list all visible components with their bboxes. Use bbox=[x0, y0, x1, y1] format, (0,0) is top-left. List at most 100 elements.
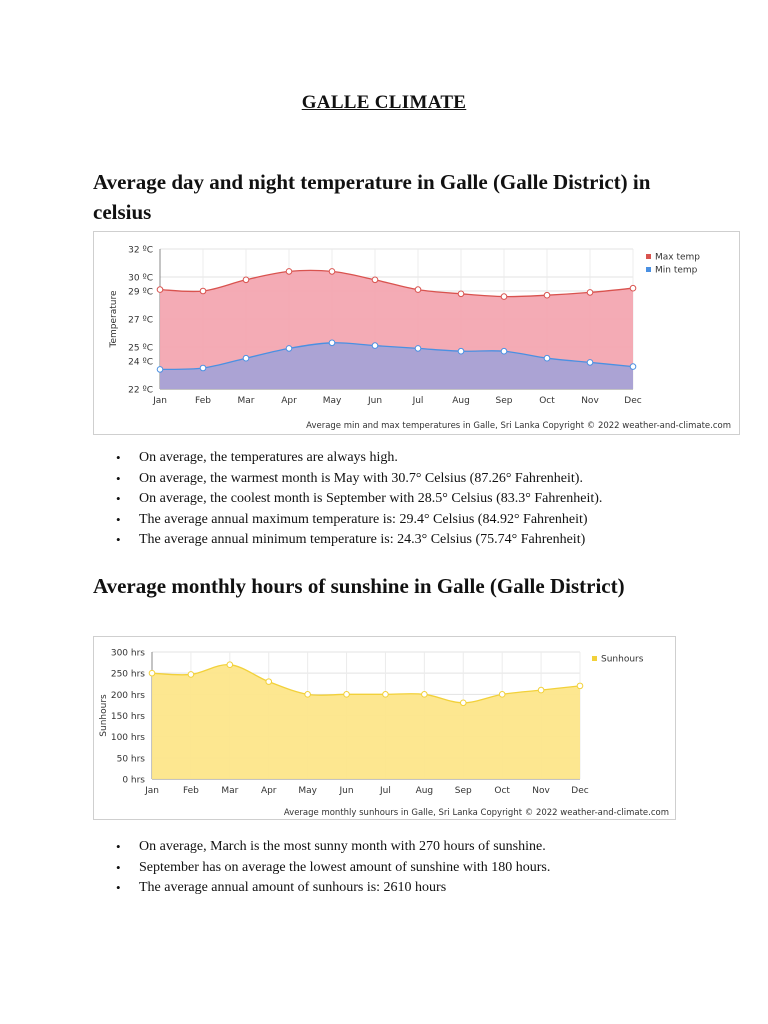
data-point bbox=[199, 364, 207, 372]
temperature-chart-container: 22 ºC 24 ºC 25 ºC 27 ºC 29 ºC 30 ºC 32 ºC Jan Fe… bbox=[93, 231, 740, 435]
x-tick-label: Dec bbox=[571, 786, 588, 796]
x-tick-label: Jul bbox=[379, 786, 391, 796]
y-tick-label: 29 ºC bbox=[128, 288, 153, 298]
data-point bbox=[242, 276, 250, 284]
x-tick-label: Sep bbox=[496, 396, 513, 406]
y-tick-label: 300 hrs bbox=[111, 649, 145, 659]
chart-footer: Average min and max temperatures in Gall… bbox=[306, 421, 731, 431]
y-tick-label: 200 hrs bbox=[111, 691, 145, 701]
y-tick-label: 22 ºC bbox=[128, 386, 153, 396]
sunshine-facts-list: On average, March is the most sunny mont… bbox=[116, 837, 550, 899]
data-point bbox=[242, 354, 250, 362]
list-item: The average annual minimum temperature i… bbox=[116, 530, 602, 551]
data-point bbox=[498, 691, 506, 698]
x-tick-label: Apr bbox=[281, 396, 297, 406]
x-tick-label: Nov bbox=[532, 786, 550, 796]
y-tick-label: 30 ºC bbox=[128, 274, 153, 284]
legend-label: Min temp bbox=[655, 266, 698, 276]
y-axis-label: Temperature bbox=[109, 290, 119, 348]
data-point bbox=[304, 691, 311, 698]
list-item: On average, the warmest month is May wit… bbox=[116, 469, 602, 490]
x-tick-label: May bbox=[323, 396, 342, 406]
list-item: The average annual amount of sunhours is… bbox=[116, 878, 550, 899]
x-tick-label: Jan bbox=[152, 396, 167, 406]
x-tick-label: Sep bbox=[455, 786, 472, 796]
y-tick-label: 250 hrs bbox=[111, 670, 145, 680]
data-point bbox=[414, 286, 422, 293]
data-point bbox=[543, 354, 551, 362]
y-tick-label: 24 ºC bbox=[128, 358, 153, 368]
y-tick-label: 100 hrs bbox=[111, 733, 145, 743]
chart-footer: Average monthly sunhours in Galle, Sri L… bbox=[284, 808, 669, 818]
data-point bbox=[543, 291, 551, 299]
data-point bbox=[285, 345, 293, 352]
legend-swatch bbox=[646, 254, 651, 259]
data-point bbox=[586, 289, 594, 296]
x-tick-label: Jul bbox=[412, 396, 424, 406]
page-title: GALLE CLIMATE bbox=[301, 92, 467, 113]
x-tick-label: May bbox=[298, 786, 317, 796]
data-point bbox=[265, 678, 273, 685]
data-point bbox=[459, 699, 467, 707]
x-tick-label: Aug bbox=[416, 786, 434, 796]
data-point bbox=[421, 691, 428, 698]
y-tick-label: 25 ºC bbox=[128, 344, 153, 354]
data-point bbox=[187, 671, 195, 678]
series-area-sunhours bbox=[152, 664, 580, 779]
x-tick-label: Oct bbox=[539, 396, 555, 406]
data-point bbox=[148, 669, 156, 677]
x-tick-label: Aug bbox=[452, 396, 470, 406]
x-tick-label: Jun bbox=[339, 786, 354, 796]
x-tick-label: Feb bbox=[183, 786, 199, 796]
sunshine-section-heading: Average monthly hours of sunshine in Gal… bbox=[93, 574, 625, 598]
y-tick-label: 32 ºC bbox=[128, 246, 153, 256]
data-point bbox=[328, 339, 336, 347]
temperature-chart: 22 ºC 24 ºC 25 ºC 27 ºC 29 ºC 30 ºC 32 ºC Jan Fe… bbox=[109, 246, 731, 432]
data-point bbox=[537, 686, 545, 694]
series-area-min-temp bbox=[160, 342, 633, 389]
data-point bbox=[371, 342, 379, 349]
data-point bbox=[457, 347, 465, 355]
data-point bbox=[226, 661, 234, 669]
x-tick-label: Dec bbox=[624, 396, 641, 406]
list-item: The average annual maximum temperature i… bbox=[116, 510, 602, 531]
temperature-section-heading: Average day and night temperature in Gal… bbox=[93, 170, 651, 224]
list-item: On average, the temperatures are always … bbox=[116, 448, 602, 469]
y-tick-label: 0 hrs bbox=[122, 776, 145, 786]
sunshine-chart: 0 hrs 50 hrs 100 hrs 150 hrs 200 hrs 250 hrs 3… bbox=[99, 649, 669, 819]
x-tick-label: Jun bbox=[367, 396, 382, 406]
data-point bbox=[343, 691, 350, 698]
legend-swatch bbox=[646, 267, 651, 272]
x-tick-label: Oct bbox=[494, 786, 510, 796]
data-point bbox=[576, 682, 584, 690]
data-point bbox=[629, 363, 637, 370]
temperature-facts-list: On average, the temperatures are always … bbox=[116, 448, 602, 551]
x-tick-label: Nov bbox=[581, 396, 599, 406]
list-item: On average, the coolest month is Septemb… bbox=[116, 489, 602, 510]
y-axis-label: Sunhours bbox=[99, 694, 109, 737]
x-tick-label: Mar bbox=[221, 786, 238, 796]
y-tick-label: 50 hrs bbox=[117, 754, 146, 764]
data-point bbox=[500, 293, 508, 300]
data-point bbox=[199, 287, 207, 295]
data-point bbox=[328, 268, 336, 275]
x-tick-label: Feb bbox=[195, 396, 211, 406]
data-point bbox=[382, 691, 389, 698]
sunshine-chart-container: 0 hrs 50 hrs 100 hrs 150 hrs 200 hrs 250 hrs 3… bbox=[93, 636, 676, 820]
data-point bbox=[414, 345, 422, 352]
y-tick-label: 27 ºC bbox=[128, 316, 153, 326]
list-item: On average, March is the most sunny mont… bbox=[116, 837, 550, 858]
legend-label: Max temp bbox=[655, 253, 700, 263]
x-tick-label: Mar bbox=[238, 396, 255, 406]
data-point bbox=[586, 359, 594, 366]
series-line-max-temp bbox=[159, 269, 634, 298]
data-point bbox=[629, 284, 637, 292]
data-point bbox=[371, 276, 379, 284]
series-line-min-temp bbox=[159, 342, 634, 371]
data-point bbox=[156, 286, 164, 293]
y-tick-label: 150 hrs bbox=[111, 712, 145, 722]
list-item: September has on average the lowest amou… bbox=[116, 858, 550, 879]
data-point bbox=[457, 290, 465, 298]
x-tick-label: Apr bbox=[261, 786, 277, 796]
legend-swatch bbox=[592, 656, 597, 661]
